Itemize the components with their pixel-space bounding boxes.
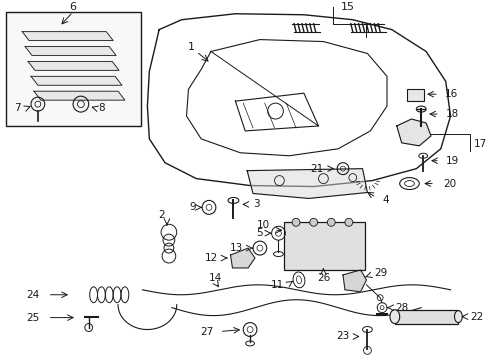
Text: 19: 19 xyxy=(445,156,458,166)
Circle shape xyxy=(326,218,334,226)
Polygon shape xyxy=(230,248,254,268)
Bar xyxy=(5,12,140,126)
Text: 6: 6 xyxy=(69,2,77,12)
Text: 26: 26 xyxy=(316,273,329,283)
Bar xyxy=(394,310,457,324)
Circle shape xyxy=(344,218,352,226)
Text: 4: 4 xyxy=(381,195,388,206)
Bar xyxy=(284,222,364,270)
Text: 15: 15 xyxy=(340,2,354,12)
Text: 9: 9 xyxy=(189,202,196,212)
Text: 17: 17 xyxy=(473,139,487,149)
Text: 28: 28 xyxy=(394,303,407,313)
Polygon shape xyxy=(34,91,124,100)
Text: 24: 24 xyxy=(26,290,40,300)
Polygon shape xyxy=(22,32,113,41)
Text: 3: 3 xyxy=(252,199,259,210)
Text: 27: 27 xyxy=(200,327,213,337)
Text: 21: 21 xyxy=(309,164,323,174)
Ellipse shape xyxy=(453,311,461,323)
Text: 10: 10 xyxy=(256,220,269,230)
Polygon shape xyxy=(396,119,430,146)
Text: 1: 1 xyxy=(187,41,195,51)
Ellipse shape xyxy=(389,310,399,324)
Text: 20: 20 xyxy=(443,179,456,189)
Text: 2: 2 xyxy=(159,210,165,220)
Text: 7: 7 xyxy=(14,103,20,113)
Text: 8: 8 xyxy=(98,103,105,113)
Polygon shape xyxy=(342,270,366,292)
Text: 13: 13 xyxy=(229,243,243,253)
Text: 25: 25 xyxy=(26,312,40,323)
Circle shape xyxy=(309,218,317,226)
Text: 11: 11 xyxy=(270,280,284,290)
Text: 23: 23 xyxy=(336,332,349,342)
Text: 5: 5 xyxy=(256,228,262,238)
Polygon shape xyxy=(246,168,366,198)
Text: 18: 18 xyxy=(445,109,458,119)
Polygon shape xyxy=(31,76,122,85)
Text: 12: 12 xyxy=(204,253,217,263)
Circle shape xyxy=(291,218,299,226)
Polygon shape xyxy=(25,46,116,55)
Polygon shape xyxy=(28,62,119,70)
Bar xyxy=(406,89,423,101)
Text: 16: 16 xyxy=(444,89,457,99)
Text: 29: 29 xyxy=(373,268,387,278)
Text: 14: 14 xyxy=(209,273,222,283)
Text: 22: 22 xyxy=(469,312,483,321)
